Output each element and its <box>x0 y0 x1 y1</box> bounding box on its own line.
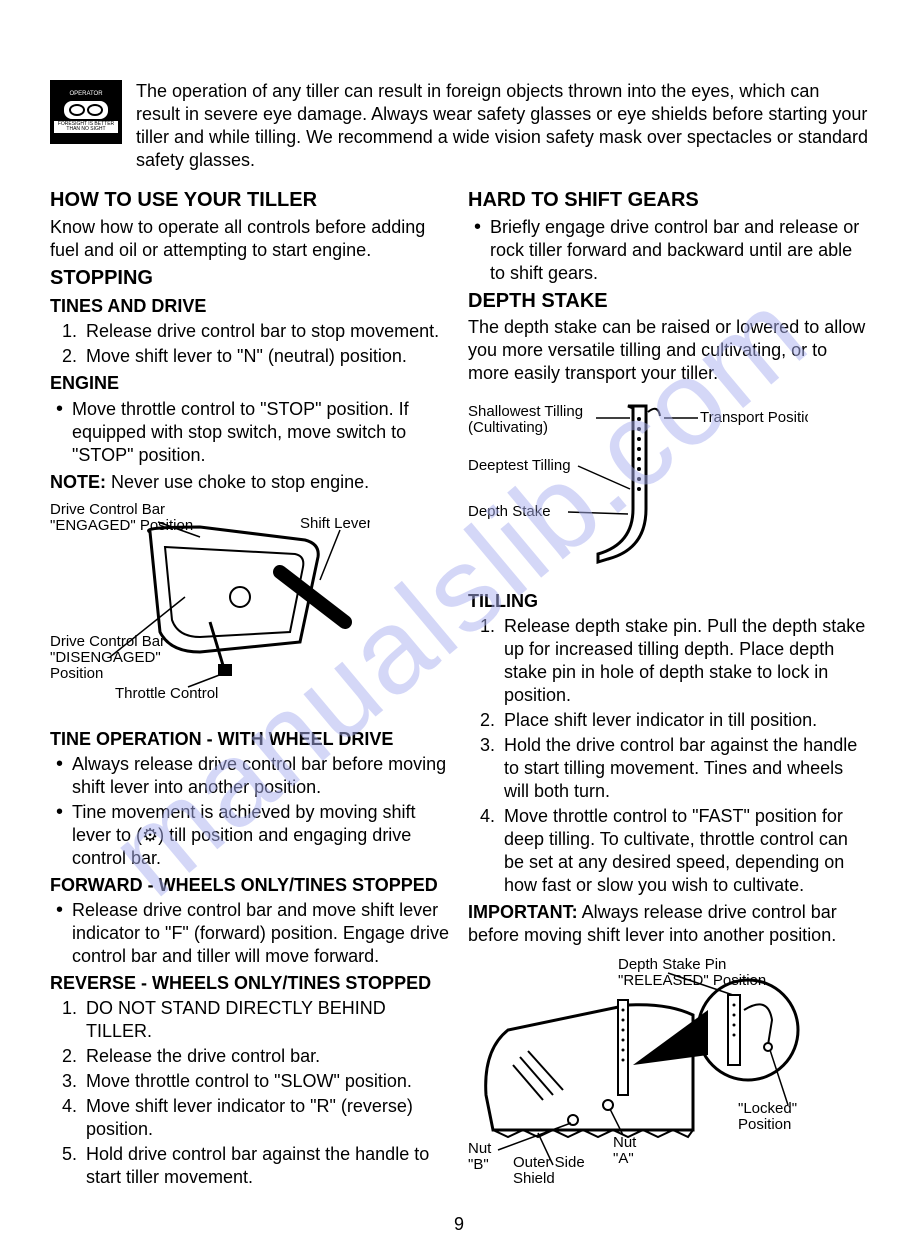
important-label: IMPORTANT: <box>468 902 578 922</box>
icon-label-bottom: FORESIGHT IS BETTER THAN NO SIGHT <box>54 121 118 133</box>
label-deepest: Deeptest Tilling <box>468 457 571 474</box>
label-locked-1: "Locked" <box>738 1100 797 1117</box>
label-shallow-2: (Cultivating) <box>468 419 548 436</box>
list-tilling: Release depth stake pin. Pull the depth … <box>478 615 868 897</box>
list-item: Move shift lever to "N" (neutral) positi… <box>82 345 450 368</box>
label-nutb-2: "B" <box>468 1156 489 1173</box>
list-item: DO NOT STAND DIRECTLY BEHIND TILLER. <box>82 997 450 1043</box>
list-tines-drive: Release drive control bar to stop moveme… <box>60 320 450 368</box>
list-item: Briefly engage drive control bar and rel… <box>468 216 868 285</box>
list-item: Release depth stake pin. Pull the depth … <box>500 615 868 707</box>
list-item: Release drive control bar and move shift… <box>50 899 450 968</box>
label-nuta-1: Nut <box>613 1134 637 1151</box>
label-shield-1: Outer Side <box>513 1154 585 1171</box>
list-forward: Release drive control bar and move shift… <box>50 899 450 968</box>
figure-side-shield: Depth Stake Pin "RELEASED" Position "Loc… <box>468 955 868 1191</box>
left-column: HOW TO USE YOUR TILLER Know how to opera… <box>50 182 450 1201</box>
list-item: Hold drive control bar against the handl… <box>82 1143 450 1189</box>
note-label: NOTE: <box>50 472 106 492</box>
figure-depth-stake: Shallowest Tilling (Cultivating) Transpo… <box>468 394 868 580</box>
heading-engine: ENGINE <box>50 372 450 395</box>
list-item: Release the drive control bar. <box>82 1045 450 1068</box>
list-item: Always release drive control bar before … <box>50 753 450 799</box>
heading-stopping: STOPPING <box>50 266 450 292</box>
label-pin-1: Depth Stake Pin <box>618 956 726 973</box>
list-item: Move throttle control to "FAST" position… <box>500 805 868 897</box>
heading-tilling: TILLING <box>468 590 868 613</box>
label-nuta-2: "A" <box>613 1150 634 1167</box>
list-item: Release drive control bar to stop moveme… <box>82 320 450 343</box>
label-shift: Shift Lever <box>300 515 370 532</box>
list-item: Move shift lever indicator to "R" (rever… <box>82 1095 450 1141</box>
label-engaged-1: Drive Control Bar <box>50 502 165 518</box>
warning-text: The operation of any tiller can result i… <box>136 80 868 172</box>
label-diseng-3: Position <box>50 665 103 682</box>
para-howto: Know how to operate all controls before … <box>50 216 450 262</box>
icon-label-top: OPERATOR <box>69 91 102 99</box>
label-pin-2: "RELEASED" Position <box>618 972 766 989</box>
note-text: Never use choke to stop engine. <box>106 472 369 492</box>
label-diseng-1: Drive Control Bar <box>50 633 165 650</box>
important-note: IMPORTANT: Always release drive control … <box>468 901 868 947</box>
list-item: Tine movement is achieved by moving shif… <box>50 801 450 870</box>
list-item: Move throttle control to "STOP" position… <box>50 398 450 467</box>
label-diseng-2: "DISENGAGED" <box>50 649 161 666</box>
para-depth: The depth stake can be raised or lowered… <box>468 316 868 385</box>
figure-drive-control: Drive Control Bar "ENGAGED" Position Shi… <box>50 502 450 718</box>
heading-tines-drive: TINES AND DRIVE <box>50 295 450 318</box>
heading-depth: DEPTH STAKE <box>468 289 868 315</box>
list-item: Place shift lever indicator in till posi… <box>500 709 868 732</box>
right-column: HARD TO SHIFT GEARS Briefly engage drive… <box>468 182 868 1201</box>
page-number: 9 <box>50 1213 868 1236</box>
label-locked-2: Position <box>738 1116 791 1133</box>
list-item: Move throttle control to "SLOW" position… <box>82 1070 450 1093</box>
list-tineop: Always release drive control bar before … <box>50 753 450 870</box>
list-engine: Move throttle control to "STOP" position… <box>50 398 450 467</box>
heading-howto: HOW TO USE YOUR TILLER <box>50 188 450 214</box>
label-shallow-1: Shallowest Tilling <box>468 403 583 420</box>
safety-glasses-icon: OPERATOR FORESIGHT IS BETTER THAN NO SIG… <box>50 80 122 144</box>
label-transport: Transport Position <box>700 409 808 426</box>
label-throttle: Throttle Control <box>115 685 218 702</box>
label-nutb-1: Nut <box>468 1140 492 1157</box>
warning-block: OPERATOR FORESIGHT IS BETTER THAN NO SIG… <box>50 80 868 172</box>
heading-forward: FORWARD - WHEELS ONLY/TINES STOPPED <box>50 874 450 897</box>
label-stake: Depth Stake <box>468 503 551 520</box>
heading-tineop: TINE OPERATION - WITH WHEEL DRIVE <box>50 728 450 751</box>
note-engine: NOTE: Never use choke to stop engine. <box>50 471 450 494</box>
list-hard: Briefly engage drive control bar and rel… <box>468 216 868 285</box>
list-reverse: DO NOT STAND DIRECTLY BEHIND TILLER. Rel… <box>60 997 450 1189</box>
heading-hard: HARD TO SHIFT GEARS <box>468 188 868 214</box>
list-item: Hold the drive control bar against the h… <box>500 734 868 803</box>
label-shield-2: Shield <box>513 1170 555 1185</box>
label-engaged-2: "ENGAGED" Position <box>50 517 193 534</box>
heading-reverse: REVERSE - WHEELS ONLY/TINES STOPPED <box>50 972 450 995</box>
